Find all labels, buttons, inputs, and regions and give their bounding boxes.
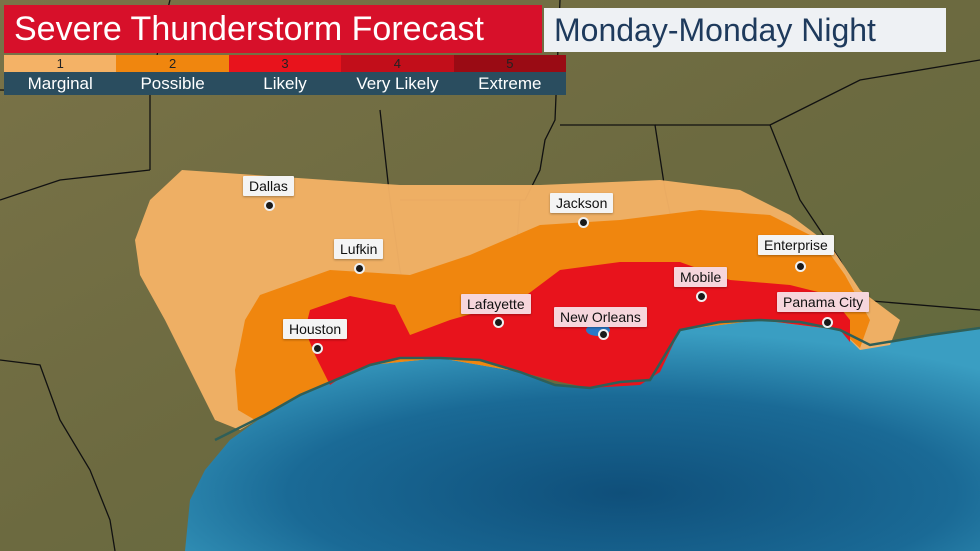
legend-label-likely: Likely xyxy=(263,74,307,93)
legend-color-bar: 1 2 3 4 5 xyxy=(4,55,567,72)
legend-level-5: 5 xyxy=(453,55,567,72)
legend-level-3: 3 xyxy=(228,55,342,72)
map-subtitle: Monday-Monday Night xyxy=(544,8,946,52)
city-marker-new-orleans xyxy=(598,329,609,340)
city-label-jackson: Jackson xyxy=(550,193,614,213)
legend-label-extreme: Extreme xyxy=(478,74,542,93)
city-marker-enterprise xyxy=(795,261,806,272)
legend-level-1: 1 xyxy=(4,55,117,72)
city-label-dallas: Dallas xyxy=(243,176,294,196)
city-label-lafayette: Lafayette xyxy=(461,294,531,314)
city-label-panama-city: Panama City xyxy=(777,292,870,312)
city-label-mobile: Mobile xyxy=(674,267,728,287)
map-title: Severe Thunderstorm Forecast xyxy=(4,5,542,53)
legend-level-4: 4 xyxy=(341,55,454,72)
city-marker-lufkin xyxy=(354,263,365,274)
city-label-enterprise: Enterprise xyxy=(758,235,834,255)
legend-label-very-likely: Very Likely xyxy=(356,74,439,93)
city-label-new-orleans: New Orleans xyxy=(554,307,647,327)
coastline xyxy=(214,318,980,442)
legend-label-marginal: Marginal xyxy=(27,74,93,93)
city-marker-lafayette xyxy=(493,317,504,328)
legend-label-possible: Possible xyxy=(140,74,205,93)
risk-legend: 1 2 3 4 5 Marginal Possible Likely Very … xyxy=(4,55,567,95)
city-marker-jackson xyxy=(578,217,589,228)
city-marker-dallas xyxy=(264,200,275,211)
city-label-houston: Houston xyxy=(283,319,348,339)
legend-labels: Marginal Possible Likely Very Likely Ext… xyxy=(4,72,566,95)
city-marker-panama-city xyxy=(822,317,833,328)
city-marker-houston xyxy=(312,343,323,354)
city-marker-mobile xyxy=(696,291,707,302)
legend-level-2: 2 xyxy=(116,55,229,72)
gulf-of-mexico xyxy=(185,320,980,551)
city-label-lufkin: Lufkin xyxy=(334,239,384,259)
